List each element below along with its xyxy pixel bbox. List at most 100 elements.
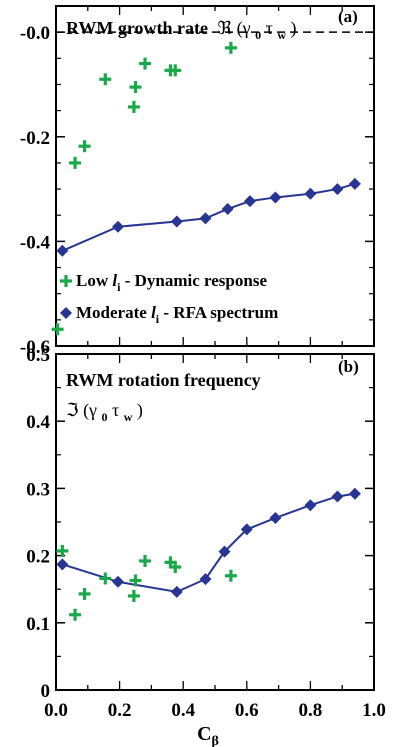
panel-b-low-li-point [99, 572, 112, 585]
panel-a-low-li-point [99, 73, 112, 86]
panel-b-title-line1: RWM rotation frequency [66, 370, 261, 390]
panel-b-ticks: 0 0.1 0.2 0.3 0.4 0.5 0.0 0.2 0.4 0.6 0.8 1.0 [26, 345, 386, 721]
panel-b-title-tau: τ [112, 400, 119, 420]
panel-a-title-tau: τ [266, 18, 273, 38]
legend-low-prefix: Low [76, 271, 112, 290]
panel-a-label: (a) [338, 7, 358, 26]
panel-b-markers [56, 487, 361, 621]
panel-b-low-li-point [127, 589, 140, 602]
panel-a-title-text: RWM growth rate [66, 18, 208, 38]
panel-a-markers [51, 41, 361, 336]
panel-b-moderate-li-point [170, 585, 183, 598]
legend-entry-low-li: Low li - Dynamic response [76, 271, 267, 294]
panel-b-moderate-li-point [56, 558, 69, 571]
panel-a-title-gamma: (γ [237, 18, 251, 39]
panel-a-moderate-li-point [170, 215, 183, 228]
panel-a-moderate-li-line [61, 182, 356, 252]
panel-b-moderate-li-line [62, 492, 356, 593]
x-axis-label-c: C [197, 723, 211, 745]
panel-b-moderate-li-point [199, 573, 212, 586]
panel-b-moderate-li-point [269, 511, 282, 524]
panel-a-title: RWM growth rate ℜ (γ 0 τ w ) [66, 18, 297, 43]
panel-a-moderate-li-point [243, 195, 256, 208]
panel-a-low-li-point [129, 81, 142, 94]
panel-b-low-li-point [69, 608, 82, 621]
panel-a-ytick-label: -0.6 [20, 337, 50, 358]
panel-a-low-li-point [139, 57, 152, 70]
panel-a-title-sub0: 0 [255, 28, 261, 42]
panel-a-low-li-point [51, 323, 64, 336]
panel-b-moderate-li-point [218, 545, 231, 558]
panel-a-ytick-label: -0.2 [20, 128, 50, 149]
panel-a-moderate-li-point [348, 177, 361, 190]
legend-marker-plus [60, 275, 72, 287]
panel-b-moderate-li-point [331, 490, 344, 503]
panel-b-label: (b) [338, 357, 359, 376]
legend-plus-glyph [60, 275, 72, 287]
panel-b-title-subw: w [124, 410, 133, 424]
panel-b-series-lines [62, 492, 356, 593]
panel-a-title-symbol: ℜ [218, 18, 233, 38]
panel-a-moderate-li-point [56, 244, 69, 257]
panel-b-xtick-label: 0.8 [299, 700, 323, 721]
panel-b-moderate-li-point [348, 487, 361, 500]
panel-b-moderate-li-point [112, 575, 125, 588]
panel-a-moderate-li-point [304, 187, 317, 200]
panel-b-low-li-point [139, 554, 152, 567]
panel-b-rotation-frequency: 0 0.1 0.2 0.3 0.4 0.5 0.0 0.2 0.4 0.6 0.8 1.0 RWM r… [26, 345, 386, 747]
panel-b-ytick-label: 0.3 [26, 479, 50, 500]
panel-b-title-symbol: ℑ [66, 400, 79, 420]
legend: Low li - Dynamic response Moderate li - … [60, 271, 278, 326]
panel-a-series-lines [61, 182, 356, 252]
legend-low-suffix: - Dynamic response [120, 271, 267, 290]
panel-b-low-li-point [129, 574, 142, 587]
legend-low-sub: i [117, 280, 121, 294]
panel-a-moderate-li-point [199, 212, 212, 225]
legend-low-l: l [112, 271, 117, 290]
panel-a-title-subw: w [277, 28, 286, 42]
panel-b-low-li-point [78, 587, 91, 600]
panel-b-moderate-li-point [240, 523, 253, 536]
panel-b-ytick-label: 0.5 [26, 345, 50, 366]
panel-a-moderate-li-point [112, 220, 125, 233]
panel-b-moderate-li-point [304, 499, 317, 512]
legend-mod-l: l [151, 303, 156, 322]
panel-a-ytick-label: -0.4 [20, 232, 51, 253]
panel-b-title-gamma: (γ [83, 400, 97, 421]
panel-a-growth-rate: -0.0 -0.2 -0.4 -0.6 RWM growth rate ℜ (γ 0 … [20, 5, 375, 358]
panel-b-low-li-point [56, 544, 69, 557]
panel-b-title-line2: ℑ (γ 0 τ w ) [66, 400, 143, 425]
panel-b-xtick-label: 0.6 [235, 700, 259, 721]
panel-a-low-li-point [127, 100, 140, 113]
x-axis-label: Cβ [197, 723, 219, 747]
legend-mod-sub: i [156, 312, 160, 326]
panel-a-low-li-point [69, 156, 82, 169]
legend-marker-diamond [60, 307, 72, 319]
panel-a-low-li-point [224, 41, 237, 54]
panel-b-ytick-label: 0.2 [26, 547, 50, 568]
legend-diamond-glyph [60, 307, 72, 319]
panel-a-ytick-label: -0.0 [20, 23, 50, 44]
legend-entry-moderate-li: Moderate li - RFA spectrum [76, 303, 278, 326]
panel-a-frame [55, 5, 375, 347]
legend-mod-prefix: Moderate [76, 303, 151, 322]
panel-b-xtick-label: 0.0 [44, 700, 68, 721]
panel-a-low-li-point [169, 64, 182, 77]
panel-b-ytick-label: 0.1 [26, 614, 50, 635]
panel-b-xtick-label: 0.2 [108, 700, 132, 721]
x-axis-label-sub: β [212, 734, 219, 747]
legend-mod-suffix: - RFA spectrum [159, 303, 278, 322]
panel-a-moderate-li-point [269, 191, 282, 204]
panel-b-low-li-point [169, 561, 182, 574]
panel-a-ticks: -0.0 -0.2 -0.4 -0.6 [20, 6, 375, 358]
panel-b-xtick-label: 1.0 [362, 700, 386, 721]
panel-b-ytick-label: 0 [41, 681, 51, 702]
panel-b-low-li-point [224, 569, 237, 582]
panel-a-title-close: ) [291, 18, 297, 39]
panel-b-title-sub0: 0 [102, 410, 108, 424]
panel-a-low-li-point [78, 140, 91, 153]
panel-b-frame [55, 353, 375, 691]
panel-b-ytick-label: 0.4 [26, 412, 50, 433]
panel-a-moderate-li-point [221, 202, 234, 215]
